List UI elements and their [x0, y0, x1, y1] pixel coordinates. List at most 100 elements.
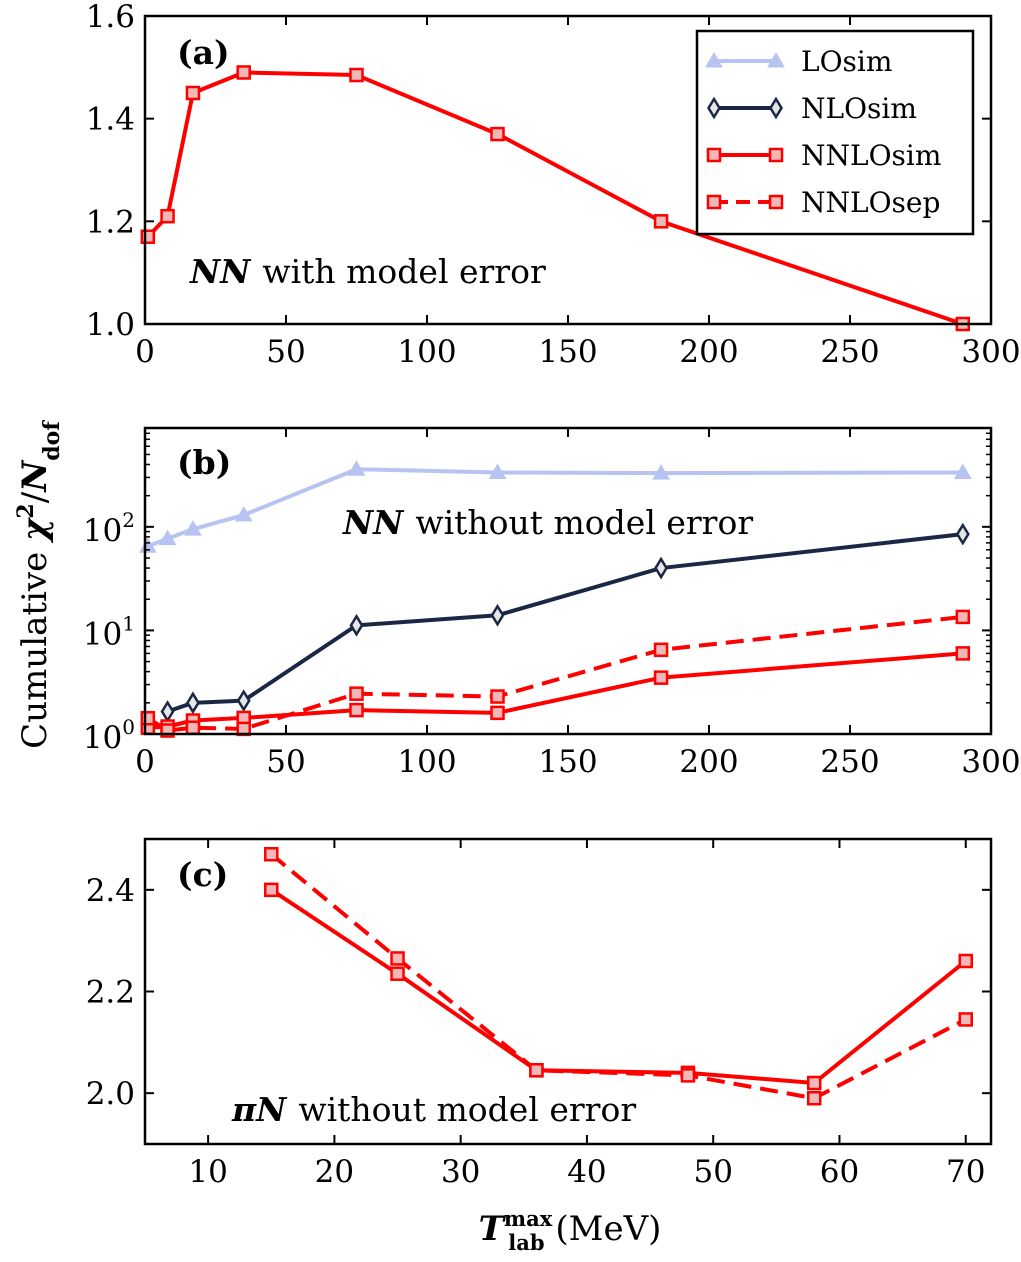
legend-nlosim-label: NLOsim	[801, 92, 917, 125]
panel-b-series-losim-point	[953, 463, 972, 479]
panel-b-series-nlosim-line	[166, 532, 964, 714]
panel-b-series-nnlosim-line	[147, 651, 963, 730]
panel-c-annotation: πN without model error	[231, 1090, 636, 1129]
panel-b-series-nlosim-point	[654, 556, 669, 580]
panel-a-ytick-label: 1.2	[86, 204, 135, 240]
panel-b-series-nnlosep-point	[349, 686, 364, 701]
panel-a-annotation-symbol: NN	[189, 252, 252, 291]
panel-b-series-nnlosim-point	[490, 705, 505, 721]
panel-b-series-nnlosep-point	[185, 720, 201, 735]
panel-b-series-nlosim-point	[185, 691, 200, 715]
legend-nnlosep-marker	[706, 194, 722, 210]
panel-c-ytick-label: 2.2	[86, 975, 135, 1011]
panel-b-annotation-symbol: NN	[342, 503, 405, 542]
panel-c-xtick-label: 40	[567, 1154, 606, 1190]
legend-nnlosim-marker	[706, 147, 722, 163]
legend-nlosim-marker	[707, 96, 721, 120]
y-axis-label-slash: /	[15, 491, 55, 503]
panel-a-series-nnlosim-point	[140, 229, 156, 244]
panel-a-xtick-label: 50	[266, 334, 305, 370]
panel-a-xtick-label: 300	[961, 334, 1020, 370]
panel-a-ytick-label: 1.6	[86, 0, 135, 35]
panel-b-annotation-text: without model error	[415, 503, 753, 542]
panel-b-series-nnlosim-point	[349, 702, 364, 718]
panel-b-xtick-label: 250	[820, 744, 879, 780]
legend-losim-label: LOsim	[801, 45, 892, 78]
panel-a-ytick-label: 1.4	[86, 102, 135, 138]
panel-b-xtick-label: 100	[397, 744, 456, 780]
panel-b-xtick-label: 50	[266, 744, 305, 780]
panel-a-xtick-label: 200	[679, 334, 738, 370]
panel-c-xtick-label: 60	[820, 1154, 859, 1190]
panel-c-series-nnlosep-point	[958, 1012, 973, 1027]
legend-nlosim-marker	[769, 96, 783, 120]
panel-b-series-nnlosep-point	[490, 689, 505, 704]
panel-a-xtick-label: 250	[820, 334, 879, 370]
panel-b-series-nnlosep-point	[955, 609, 971, 625]
panel-c-series-nnlosep-line	[269, 852, 967, 1101]
panel-c-xtick-label: 70	[946, 1154, 985, 1190]
panel-c-ytick-label: 2.0	[86, 1076, 135, 1112]
panel-b-series-losim-point	[652, 464, 670, 480]
panel-c-xtick-label: 10	[188, 1154, 227, 1190]
panel-a-label: (a)	[177, 33, 230, 72]
panel-b: 0 50 100 150 200 250 300 100 101 102 (b) NN withou…	[83, 426, 1021, 780]
panel-a-series-nnlosim-point	[185, 85, 201, 101]
panel-a-series-nnlosim-point	[349, 67, 364, 83]
y-axis-label-n: N	[15, 459, 55, 493]
panel-a-annotation: NN with model error	[189, 252, 546, 291]
legend-nnlosim-label: NNLOsim	[801, 139, 941, 172]
panel-c-series-nnlosim-point	[806, 1075, 822, 1091]
panel-c-xtick-label: 50	[693, 1154, 732, 1190]
x-axis-label-t: T	[479, 1209, 507, 1249]
panel-b-series-losim-point	[488, 463, 507, 479]
legend-nnlosep-marker	[768, 194, 784, 210]
legend-losim-marker	[767, 51, 785, 68]
panel-a-series-nnlosim-point	[653, 214, 669, 229]
panel-b-ytick-label: 102	[83, 508, 135, 549]
panel-a-annotation-text: with model error	[262, 252, 546, 291]
panel-c-series-nnlosim-line	[270, 888, 968, 1085]
panel-a-frame	[143, 14, 993, 326]
y-axis-label-chi-exp: 2	[13, 503, 39, 518]
legend-nnlosep-label: NNLOsep	[801, 186, 940, 219]
legend: LOsim NLOsim NNLOsim NNLOsep	[695, 29, 975, 236]
panel-a-xtick-label: 150	[538, 334, 597, 370]
x-axis-label: Tmax lab (MeV)	[479, 1206, 662, 1255]
panel-c-annotation-text: without model error	[298, 1090, 636, 1129]
x-axis-label-unit: (MeV)	[545, 1209, 662, 1249]
legend-losim-marker	[705, 51, 723, 68]
panel-b-series-nlosim-point	[955, 522, 970, 546]
panel-a-ytick-label: 1.0	[86, 307, 135, 343]
panel-c-annotation-symbol: πN	[231, 1090, 288, 1129]
panel-c-ytick-label: 2.4	[86, 873, 135, 909]
panel-c-series-nnlosep-point	[390, 951, 405, 966]
panel-c-label: (c)	[177, 855, 228, 894]
panel-b-xtick-label: 0	[135, 744, 155, 780]
panel-b-series-nlosim-point	[236, 689, 251, 713]
panel-b-xtick-label: 150	[538, 744, 597, 780]
panel-c-series-nnlosep-point	[264, 847, 279, 862]
panel-b-ytick-label: 101	[83, 611, 135, 652]
panel-c: 10 20 30 40 50 60 70 2.0 2.2 2.4 (c) πN without mo…	[86, 837, 993, 1190]
panel-b-series-nnlosim-point	[653, 670, 669, 685]
y-axis-label-n-sub: dof	[39, 420, 65, 461]
panel-c-xtick-label: 30	[441, 1154, 480, 1190]
legend-nnlosim-marker	[768, 147, 784, 163]
panel-b-ytick-label: 100	[83, 715, 135, 756]
panel-c-xtick-label: 20	[315, 1154, 354, 1190]
panel-b-series-losim-point	[234, 506, 253, 522]
panel-a-series-nnlosim-point	[160, 208, 175, 224]
panel-b-series-losim-point	[184, 520, 202, 536]
panel-c-frame	[143, 837, 993, 1146]
panel-b-label: (b)	[177, 443, 231, 482]
panel-b-series-nnlosim-point	[955, 646, 971, 661]
y-axis-label-chi: χ	[15, 516, 55, 543]
panel-a: 0 50 100 150 200 250 300 1.0 1.2 1.4 1.6 (a) NN wit…	[86, 0, 1021, 370]
panel-b-series-losim-point	[347, 460, 366, 476]
panel-a-series-nnlosim-point	[236, 65, 251, 80]
panel-b-series-nnlosep-point	[653, 642, 669, 658]
panel-a-xtick-label: 100	[397, 334, 456, 370]
x-axis-label-sub: lab	[508, 1230, 544, 1255]
